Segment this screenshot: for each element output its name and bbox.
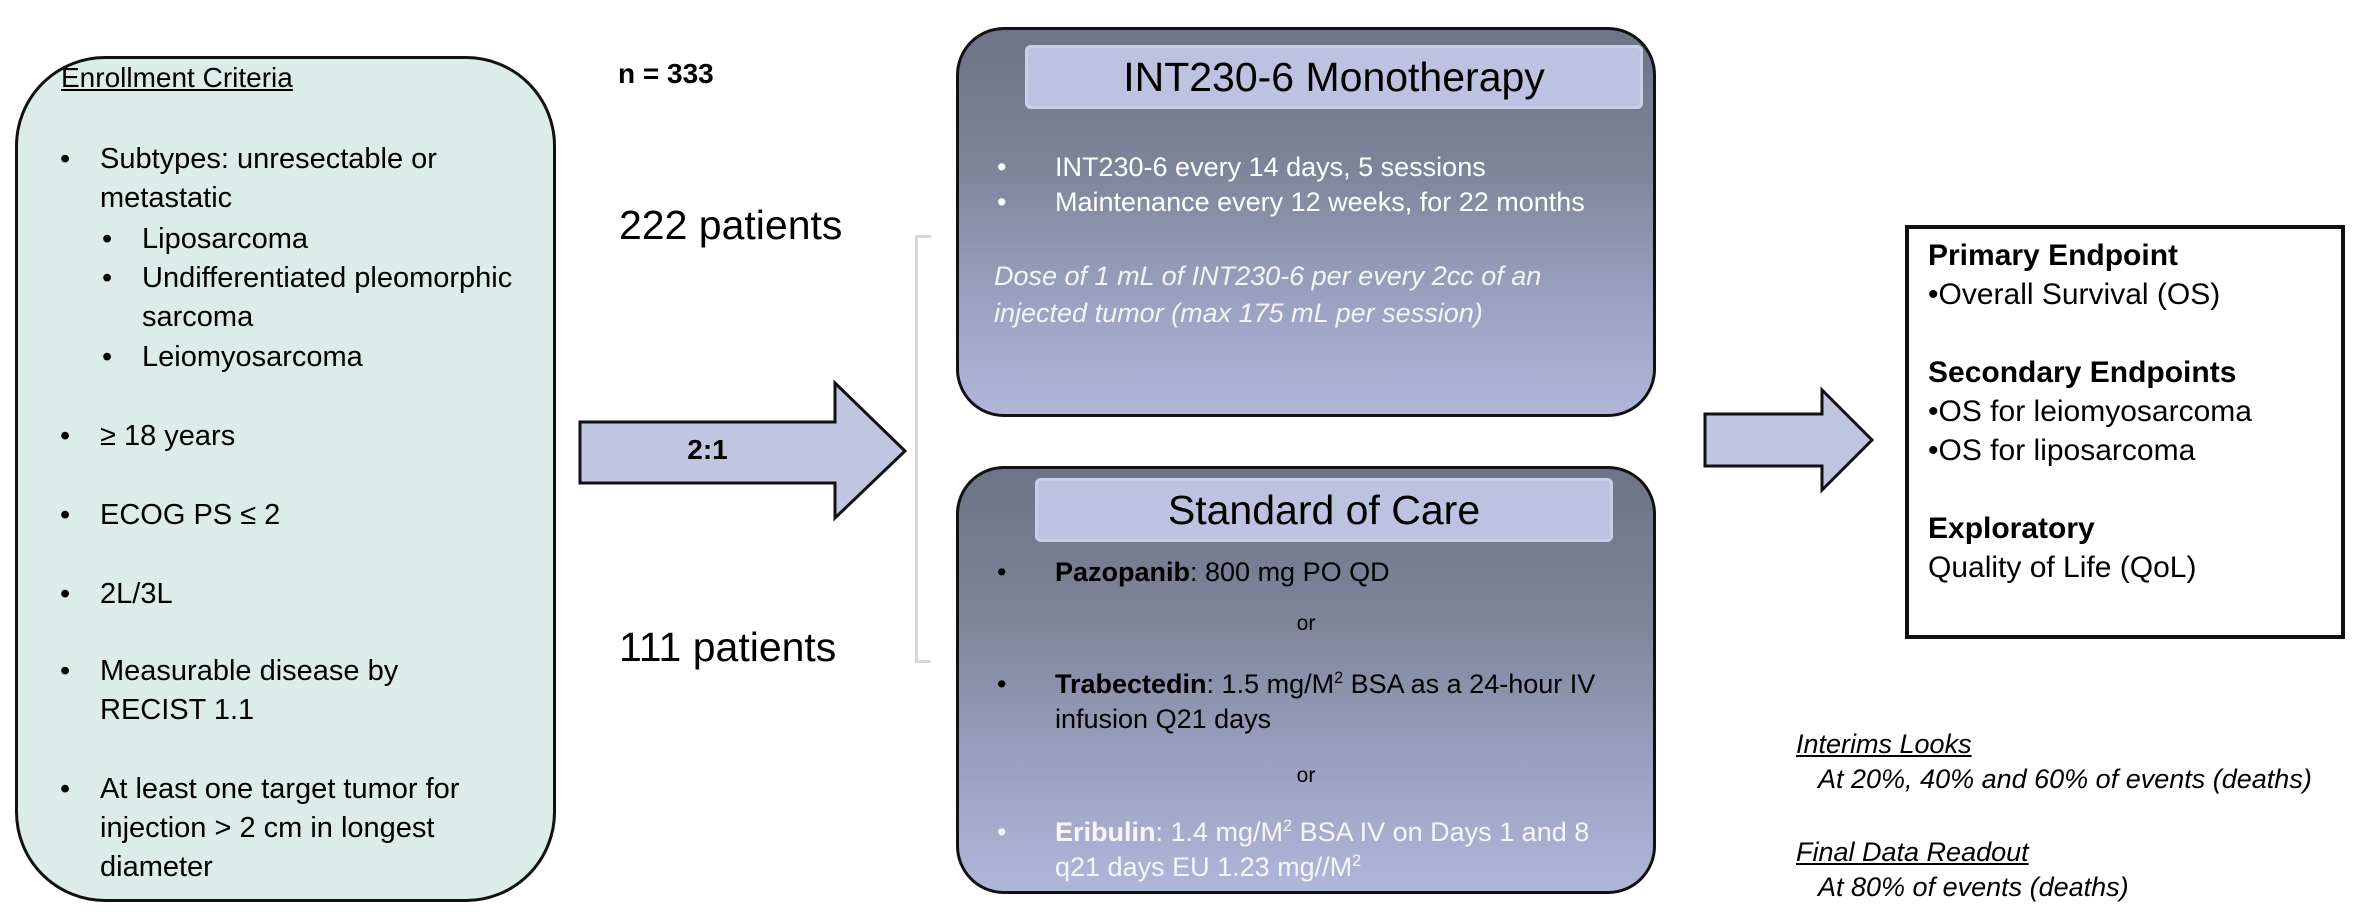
soc-drug-pazopanib: • Pazopanib: 800 mg PO QD <box>997 555 1635 590</box>
monotherapy-bullet: • INT230-6 every 14 days, 5 sessions <box>997 150 1486 185</box>
randomization-ratio: 2:1 <box>687 434 728 465</box>
interims-text: At 20%, 40% and 60% of events (deaths) <box>1818 764 2312 794</box>
soc-drug-trabectedin: • Trabectedin: 1.5 mg/M2 BSA as a 24-hour… <box>997 669 1596 734</box>
monotherapy-dose-note: Dose of 1 mL of INT230-6 per every 2cc o… <box>994 261 1542 328</box>
endpoints-content: Primary Endpoint •Overall Survival (OS) … <box>1928 236 2252 587</box>
monotherapy-title: INT230-6 Monotherapy <box>1025 45 1643 109</box>
secondary-endpoints-title: Secondary Endpoints <box>1928 356 2237 389</box>
secondary-endpoint: •OS for leiomyosarcoma <box>1928 395 2252 428</box>
interims-title: Interims Looks <box>1796 729 1972 759</box>
criterion-item: • 2L/3L <box>60 575 530 614</box>
bullet-icon: • <box>997 817 1007 847</box>
bullet-icon: • <box>60 143 71 175</box>
bullet-icon: • <box>60 655 71 687</box>
or-separator: or <box>1296 764 1316 787</box>
subtype-item: • Undifferentiated pleomorphic sarcoma <box>102 259 532 337</box>
bullet-icon: • <box>997 152 1007 182</box>
soc-drug-eribulin: • Eribulin: 1.4 mg/M2 BSA IV on Days 1 an… <box>997 817 1590 882</box>
randomization-arrow-icon <box>578 379 908 522</box>
final-readout-title: Final Data Readout <box>1796 837 2029 867</box>
endpoints-box <box>1905 225 2345 639</box>
arm1-patient-count: 222 patients <box>619 202 843 248</box>
criterion-item: • At least one target tumor for injection… <box>60 770 530 887</box>
enrollment-criteria-box <box>15 56 556 902</box>
bullet-icon: • <box>997 557 1007 587</box>
secondary-endpoint: •OS for liposarcoma <box>1928 434 2196 467</box>
criterion-item: • ≥ 18 years <box>60 417 530 456</box>
arm2-patient-count: 111 patients <box>619 624 837 670</box>
bullet-icon: • <box>997 669 1007 699</box>
bullet-icon: • <box>60 420 71 452</box>
bullet-icon: • <box>60 773 71 805</box>
enrollment-title: Enrollment Criteria <box>61 62 293 93</box>
exploratory-endpoint: Quality of Life (QoL) <box>1928 551 2197 584</box>
subtype-item: • Liposarcoma <box>102 220 532 259</box>
endpoint-arrow-icon <box>1703 386 1875 494</box>
bullet-icon: • <box>60 578 71 610</box>
criterion-subtypes: • Subtypes: unresectable or metastatic <box>60 140 530 218</box>
primary-endpoint-title: Primary Endpoint <box>1928 239 2179 272</box>
bullet-icon: • <box>102 341 113 373</box>
sample-size: n = 333 <box>618 58 714 89</box>
exploratory-title: Exploratory <box>1928 512 2095 545</box>
bullet-icon: • <box>997 187 1007 217</box>
monotherapy-bullet: • Maintenance every 12 weeks, for 22 mont… <box>997 185 1585 220</box>
or-separator: or <box>1296 612 1316 635</box>
bullet-icon: • <box>60 499 71 531</box>
bullet-icon: • <box>102 262 113 294</box>
criterion-item: • ECOG PS ≤ 2 <box>60 496 530 535</box>
subtype-item: • Leiomyosarcoma <box>102 338 532 377</box>
soc-title: Standard of Care <box>1035 478 1613 542</box>
final-readout-text: At 80% of events (deaths) <box>1818 872 2129 902</box>
primary-endpoint: •Overall Survival (OS) <box>1928 278 2221 311</box>
criterion-item: • Measurable disease by RECIST 1.1 <box>60 652 460 730</box>
bullet-icon: • <box>102 223 113 255</box>
bracket-divider <box>915 235 931 663</box>
